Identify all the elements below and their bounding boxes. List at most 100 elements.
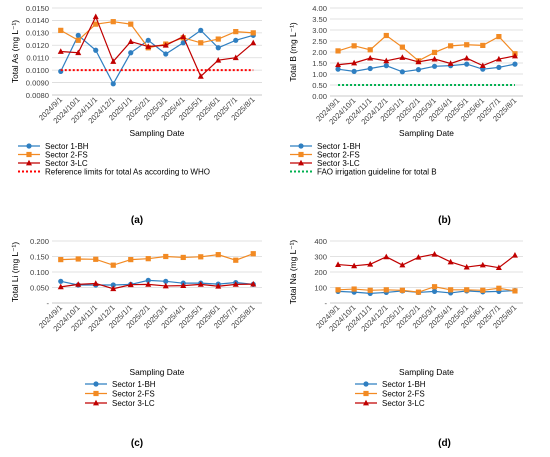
data-point [127,38,134,44]
data-point [335,287,341,293]
y-tick-label: 2.50 [312,37,327,46]
legend-entry: Sector 1-BH [355,380,426,389]
data-point [75,32,81,38]
series-line [337,55,516,67]
y-tick-label: 1.00 [312,70,327,79]
legend-entry: Sector 2-FS [18,150,88,159]
data-point [351,262,358,269]
y-tick-label: 0.0120 [26,41,49,50]
chart-panel-2: 0.000.501.001.502.002.503.003.504.002024… [288,4,523,226]
data-point [479,62,486,69]
legend-label: Sector 3-LC [382,399,425,408]
panel-caption: (b) [438,215,451,226]
data-point [480,42,486,48]
data-point [233,29,239,35]
data-point [383,57,390,64]
data-point [215,57,222,63]
data-point [58,257,64,263]
series-line [60,15,254,78]
data-point [335,261,342,267]
data-point [383,63,389,69]
data-point [215,252,221,258]
data-point [92,13,99,20]
data-point [399,287,405,293]
data-point [448,287,454,293]
data-point [367,54,374,61]
data-point [447,60,454,66]
legend-label: Sector 1-BH [317,142,361,151]
data-point [180,40,186,46]
data-point [110,285,117,292]
data-point [110,81,116,87]
legend-label: Sector 3-LC [112,399,155,408]
data-point [399,54,406,60]
data-point [383,287,389,293]
data-point [383,32,389,39]
data-point [93,256,99,262]
y-tick-label: 1.50 [312,59,327,68]
legend-label: Sector 2-FS [112,389,155,398]
y-tick-label: 3.50 [312,15,327,24]
data-point [128,257,134,263]
legend-label: Sector 1-BH [112,380,156,389]
legend-marker [26,151,32,158]
data-point [367,65,373,72]
data-point [351,68,357,74]
data-point [58,27,64,33]
data-point [92,280,99,286]
data-point [215,283,222,289]
data-point [464,61,470,67]
data-point [415,67,422,73]
data-point [75,256,81,262]
y-axis-title: Total Li (mg L⁻¹) [10,242,20,302]
data-point [496,64,502,70]
x-axis-title: Sampling Date [130,128,185,138]
data-point [367,47,373,53]
data-point [93,21,99,27]
data-point [145,37,151,43]
series-3 [57,280,257,292]
y-tick-label: 0.0130 [26,29,49,38]
data-point [145,281,152,287]
data-point [93,47,99,53]
y-tick-label: 0.200 [30,237,49,246]
y-tick-label: 0.0100 [26,66,49,75]
legend-marker [26,159,32,166]
series-2 [335,32,518,64]
y-tick-label: 300 [314,252,327,261]
y-tick-label: 3.00 [312,26,327,35]
legend-marker [363,381,369,387]
legend-entry: Sector 2-FS [85,389,155,398]
legend-marker [26,143,32,149]
series-3 [57,13,257,79]
y-tick-label: 0.050 [30,283,49,292]
data-point [110,19,116,25]
y-tick-label: - [324,299,327,308]
data-point [250,280,257,287]
legend-label: Sector 1-BH [45,142,89,151]
series-line [337,253,516,269]
data-point [511,52,518,59]
legend-label: FAO irrigation guideline for total B [317,167,437,176]
y-tick-label: 0.00 [312,92,327,101]
data-point [145,277,151,283]
y-tick-label: 0.150 [30,252,49,261]
y-tick-label: 0.0150 [26,4,49,13]
data-point [162,282,169,289]
series-1 [58,27,256,87]
data-point [58,278,64,284]
legend-entry: FAO irrigation guideline for total B [290,167,437,176]
data-point [480,287,486,293]
y-tick-label: 0.0080 [26,91,49,100]
data-point [128,21,134,27]
legend-entry: Sector 3-LC [355,399,425,408]
data-point [162,42,169,48]
series-line [337,34,516,62]
data-point [415,254,422,260]
legend-label: Sector 1-BH [382,380,426,389]
y-tick-label: 0.50 [312,81,327,90]
series-line [60,21,254,49]
data-point [464,42,470,48]
panel-caption: (d) [438,438,451,449]
